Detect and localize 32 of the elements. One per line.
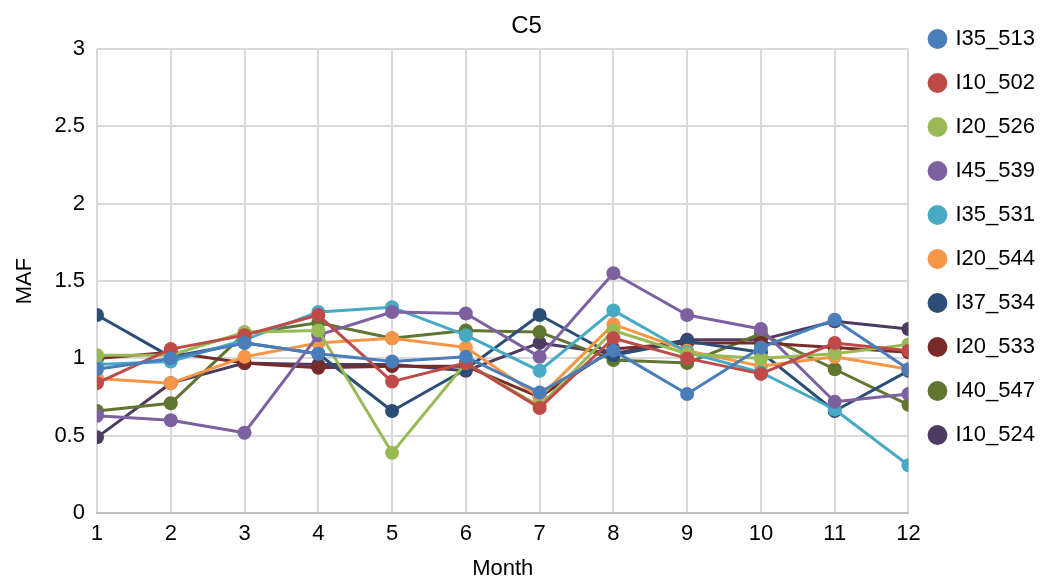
y-tick-label: 0 bbox=[72, 499, 85, 525]
x-tick-label: 2 bbox=[164, 520, 177, 546]
x-tick-label: 5 bbox=[385, 520, 399, 546]
legend-label: I35_531 bbox=[955, 201, 1036, 227]
legend-label: I45_539 bbox=[955, 157, 1036, 183]
y-tick-label: 0.5 bbox=[54, 421, 85, 447]
y-tick-label: 3 bbox=[72, 34, 85, 60]
x-tick-label: 11 bbox=[823, 520, 847, 546]
y-tick-label: 2 bbox=[72, 189, 85, 215]
y-tick-label: 1 bbox=[72, 344, 85, 370]
y-tick-label: 2.5 bbox=[54, 112, 85, 138]
x-tick-label: 7 bbox=[533, 520, 546, 546]
x-axis-title: Month bbox=[472, 554, 534, 580]
x-tick-label: 6 bbox=[459, 520, 472, 546]
x-tick-label: 8 bbox=[607, 520, 620, 546]
x-tick-label: 1 bbox=[90, 520, 104, 546]
legend-label: I20_544 bbox=[955, 245, 1036, 271]
legend-label: I20_526 bbox=[955, 113, 1036, 139]
y-tick-label: 1.5 bbox=[54, 267, 85, 293]
legend-label: I10_524 bbox=[955, 421, 1036, 447]
legend-label: I35_513 bbox=[955, 25, 1036, 51]
y-axis-title: MAF bbox=[11, 257, 37, 305]
legend-label: I37_534 bbox=[955, 289, 1036, 315]
x-tick-label: 12 bbox=[896, 520, 921, 546]
x-tick-label: 9 bbox=[681, 520, 694, 546]
x-tick-label: 3 bbox=[238, 520, 251, 546]
legend-label: I20_533 bbox=[955, 333, 1036, 359]
chart-title: C5 bbox=[511, 11, 542, 39]
legend-label: I10_502 bbox=[955, 69, 1036, 95]
x-tick-label: 4 bbox=[312, 520, 325, 546]
legend-label: I40_547 bbox=[955, 377, 1036, 403]
x-tick-label: 10 bbox=[748, 520, 774, 546]
